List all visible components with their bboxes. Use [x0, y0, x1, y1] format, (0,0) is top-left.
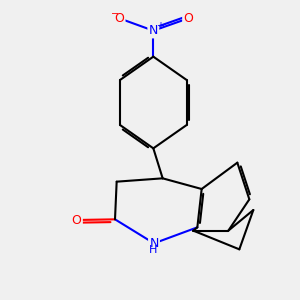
Text: +: + [156, 21, 164, 31]
Text: N: N [149, 237, 159, 250]
Text: O: O [183, 12, 193, 25]
Text: N: N [148, 24, 158, 37]
Text: O: O [72, 214, 82, 226]
Text: H: H [149, 245, 158, 255]
Text: −: − [111, 9, 119, 19]
Text: O: O [114, 12, 124, 25]
